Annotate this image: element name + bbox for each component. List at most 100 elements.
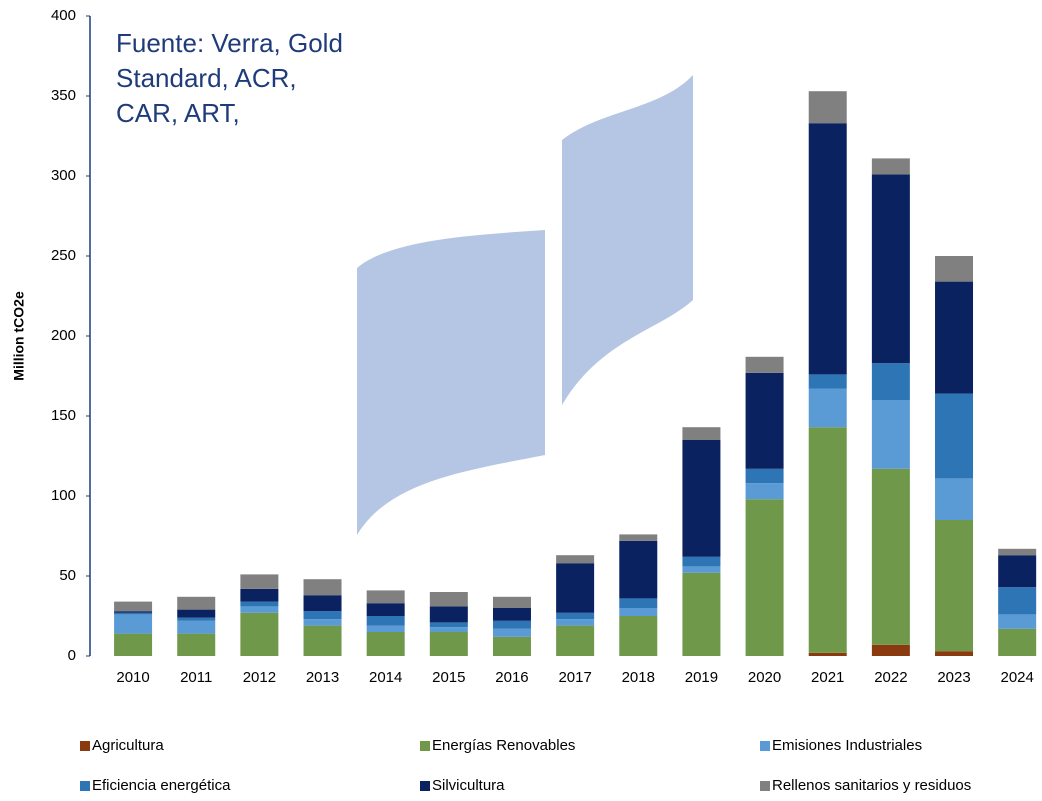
y-tick-label: 50 [59,567,76,584]
y-tick-label: 250 [51,247,76,264]
bar-segment [871,158,910,175]
x-tick-label: 2020 [748,669,781,686]
bar-segment [366,625,405,632]
x-tick-label: 2023 [937,669,970,686]
bar-segment [619,598,658,608]
bar-segment [492,636,531,656]
x-tick-label: 2015 [432,669,465,686]
bar-segment [114,633,153,656]
legend-label: Rellenos sanitarios y residuos [772,777,971,794]
bar-segment [935,651,974,656]
bar-segment [935,281,974,394]
logo-shape [357,230,545,535]
bar-segment [619,540,658,599]
y-tick-label: 300 [51,167,76,184]
bar-segment [745,372,784,469]
x-tick-label: 2010 [116,669,149,686]
bar-segment [177,633,216,656]
bar-segment [808,91,847,124]
bar-segment [745,468,784,484]
bar-segment [871,363,910,400]
bar-segment [556,612,595,620]
bar-segment [303,579,342,596]
y-tick-label: 350 [51,87,76,104]
bar-segment [114,612,153,615]
x-tick-label: 2016 [495,669,528,686]
bar-segment [998,614,1037,629]
bar-segment [556,563,595,613]
annotation: Standard, ACR, [116,63,297,93]
bar-segment [682,440,721,557]
y-tick-label: 0 [68,647,76,664]
bar-segment [429,592,468,607]
bar-segment [998,587,1037,615]
bar-segment [114,611,153,613]
bar-segment [682,556,721,567]
x-tick-label: 2021 [811,669,844,686]
bar-segment [556,619,595,626]
bar-segment [808,388,847,428]
bar-segment [114,601,153,612]
bar-segment [366,616,405,626]
x-tick-label: 2022 [874,669,907,686]
legend-swatch [760,781,770,791]
x-tick-label: 2013 [306,669,339,686]
annotation: Fuente: Verra, Gold [116,28,343,58]
bar-segment [871,174,910,364]
bar-segment [745,356,784,373]
x-tick-label: 2014 [369,669,402,686]
annotation: CAR, ART, [116,98,240,128]
x-tick-label: 2018 [622,669,655,686]
bar-segment [619,616,658,656]
x-tick-label: 2019 [685,669,718,686]
y-tick-label: 150 [51,407,76,424]
legend-label: Energías Renovables [432,737,575,754]
x-tick-label: 2011 [180,669,212,686]
bar-segment [429,606,468,623]
bar-segment [240,612,279,656]
bar-segment [808,123,847,375]
bar-segment [303,625,342,656]
bar-segment [745,499,784,656]
bar-segment [935,393,974,479]
bar-segment [935,256,974,282]
legend-swatch [420,741,430,751]
bar-segment [492,620,531,629]
legend-label: Eficiencia energética [92,777,231,794]
bar-segment [177,609,216,618]
logo-shape [562,75,693,405]
legend-swatch [80,741,90,751]
x-tick-label: 2017 [558,669,591,686]
x-tick-label: 2012 [243,669,276,686]
bar-segment [556,555,595,564]
legend-label: Emisiones Industriales [772,737,922,754]
bar-segment [303,595,342,612]
bar-segment [429,622,468,628]
bar-segment [303,619,342,626]
bar-segment [808,427,847,653]
bar-segment [177,596,216,610]
bar-segment [240,601,279,607]
bar-segment [619,608,658,616]
x-tick-label: 2024 [1000,669,1033,686]
bar-segment [366,603,405,616]
bar-segment [745,483,784,500]
y-tick-label: 100 [51,487,76,504]
bar-segment [808,652,847,656]
bar-segment [177,617,216,621]
bar-segment [871,468,910,645]
bar-segment [177,620,216,634]
bar-segment [619,534,658,541]
bar-segment [998,628,1037,656]
legend-label: Agricultura [92,737,164,754]
bar-segment [492,596,531,608]
bar-segment [682,572,721,656]
bar-segment [366,632,405,656]
bar-segment [240,606,279,613]
bar-segment [808,374,847,389]
y-tick-label: 200 [51,327,76,344]
bar-segment [935,520,974,652]
y-axis-label: Million tCO2e [11,291,27,381]
bar-segment [303,611,342,620]
